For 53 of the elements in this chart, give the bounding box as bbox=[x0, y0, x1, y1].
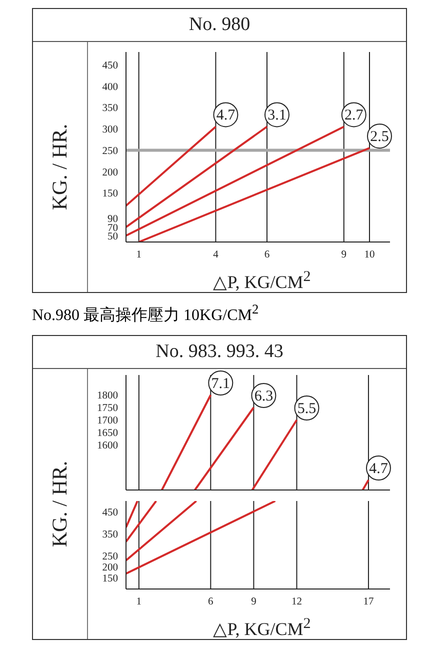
y-tick-label: 400 bbox=[102, 82, 118, 93]
series-label: 7.1 bbox=[211, 376, 230, 392]
x-tick-label: 9 bbox=[341, 249, 346, 260]
series-label: 2.5 bbox=[370, 129, 389, 146]
chart-title: No. 983. 993. 43 bbox=[33, 336, 406, 370]
y-tick-label: 1600 bbox=[97, 441, 118, 452]
circle-badge: 2.7 bbox=[341, 102, 366, 128]
text: No.980 最高操作壓力 10KG/CM$^{2}$ bbox=[32, 302, 259, 324]
y-tick-label: 350 bbox=[102, 103, 118, 114]
y-tick-label: 1800 bbox=[97, 391, 118, 402]
y-tick-label: 90 bbox=[108, 214, 118, 226]
x-tick-label: 12 bbox=[291, 596, 302, 608]
y-tick-label: 250 bbox=[102, 552, 118, 564]
y-tick-label: 1650 bbox=[97, 428, 118, 440]
x-tick-label: 1 bbox=[136, 596, 142, 608]
circle-badge: 5.5 bbox=[294, 396, 320, 421]
circle-badge: 3.1 bbox=[264, 102, 290, 128]
chart-title: No. 980 bbox=[33, 9, 406, 42]
series-label: 5.5 bbox=[297, 401, 316, 418]
circle-badge: 2.5 bbox=[367, 124, 392, 149]
y-tick-label: 200 bbox=[102, 563, 118, 574]
series-label: 4.7 bbox=[369, 461, 388, 478]
circle-badge: 6.3 bbox=[251, 383, 276, 408]
x-axis-title: △P, KG/CM$^{2}$ bbox=[213, 616, 311, 640]
y-tick-label: 1750 bbox=[97, 404, 118, 415]
y-tick-label: 150 bbox=[102, 574, 118, 586]
y-tick-label: 450 bbox=[102, 508, 118, 520]
x-tick-label: 17 bbox=[363, 596, 374, 608]
circle-badge: 7.1 bbox=[208, 370, 234, 396]
y-tick-label: 300 bbox=[102, 124, 118, 136]
x-tick-label: 10 bbox=[364, 249, 375, 260]
x-axis-title: △P, KG/CM$^{2}$ bbox=[213, 269, 311, 292]
x-tick-label: 4 bbox=[213, 249, 220, 260]
circle-badge: 4.7 bbox=[213, 102, 238, 128]
y-tick-label: 70 bbox=[108, 222, 118, 234]
y-tick-label: 200 bbox=[102, 167, 118, 178]
x-tick-label: 9 bbox=[251, 596, 256, 608]
series-label: 6.3 bbox=[254, 388, 274, 405]
y-tick-label: 50 bbox=[108, 231, 118, 242]
y-tick-label: 1700 bbox=[97, 416, 118, 428]
y-tick-label: 250 bbox=[102, 146, 118, 157]
circle-badge: 4.7 bbox=[366, 456, 391, 481]
y-axis-title: KG. / HR. bbox=[48, 124, 72, 210]
series-label: 3.1 bbox=[268, 108, 286, 124]
y-tick-label: 350 bbox=[102, 530, 118, 542]
x-tick-label: 6 bbox=[208, 596, 214, 608]
y-tick-label: 150 bbox=[102, 188, 118, 200]
y-tick-label: 450 bbox=[102, 60, 118, 72]
series-label: 2.7 bbox=[344, 108, 364, 124]
x-tick-label: 1 bbox=[136, 249, 142, 260]
series-label: 4.7 bbox=[216, 108, 236, 124]
x-tick-label: 6 bbox=[264, 249, 270, 260]
y-axis-title: KG. / HR. bbox=[48, 461, 72, 548]
